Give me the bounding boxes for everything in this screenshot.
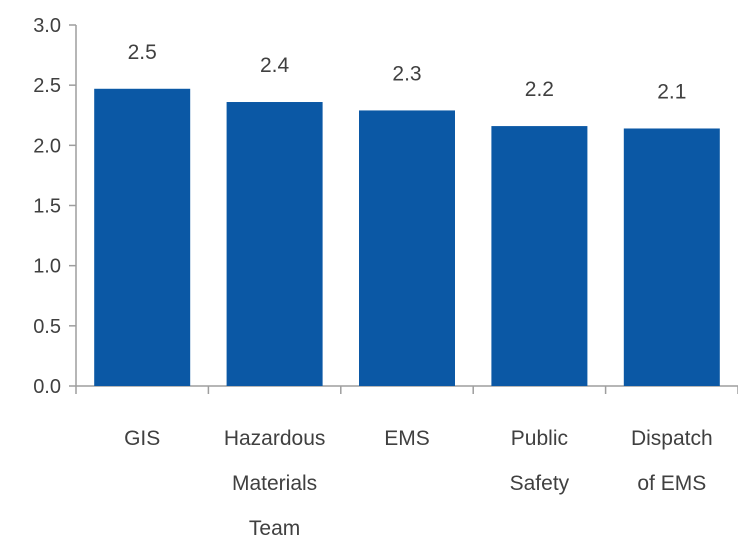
data-labels: 2.5 2.4 2.3 2.2 2.1 (128, 41, 687, 104)
category-label: Materials (232, 472, 317, 495)
bar (491, 126, 588, 386)
bars (94, 88, 720, 386)
category-label: Team (249, 517, 300, 537)
bar (359, 110, 455, 386)
category-label: Dispatch (631, 427, 713, 450)
category-label: EMS (384, 427, 430, 450)
y-tick-label: 0.5 (33, 316, 61, 338)
category-label: Hazardous (224, 427, 326, 450)
x-axis (75, 385, 738, 394)
data-label: 2.1 (657, 80, 686, 103)
category-label: of EMS (637, 472, 706, 495)
y-tick-label: 1.0 (33, 256, 61, 278)
bar (623, 128, 720, 386)
y-axis: 0.0 0.5 1.0 1.5 2.0 2.5 3.0 (33, 15, 77, 398)
y-tick-label: 1.5 (33, 196, 61, 218)
data-label: 2.4 (260, 54, 290, 77)
category-labels: GIS Hazardous Materials Team EMS Public Safety… (124, 427, 713, 537)
bar (226, 102, 323, 386)
bar (94, 88, 191, 386)
y-tick-label: 3.0 (33, 15, 61, 37)
data-label: 2.3 (392, 62, 421, 85)
category-label: GIS (124, 427, 160, 450)
data-label: 2.2 (525, 78, 554, 101)
y-tick-label: 2.5 (33, 75, 61, 97)
y-tick-label: 0.0 (33, 376, 61, 398)
category-label: Safety (510, 472, 570, 495)
category-label: Public (511, 427, 568, 450)
data-label: 2.5 (128, 41, 157, 64)
y-tick-label: 2.0 (33, 135, 61, 157)
